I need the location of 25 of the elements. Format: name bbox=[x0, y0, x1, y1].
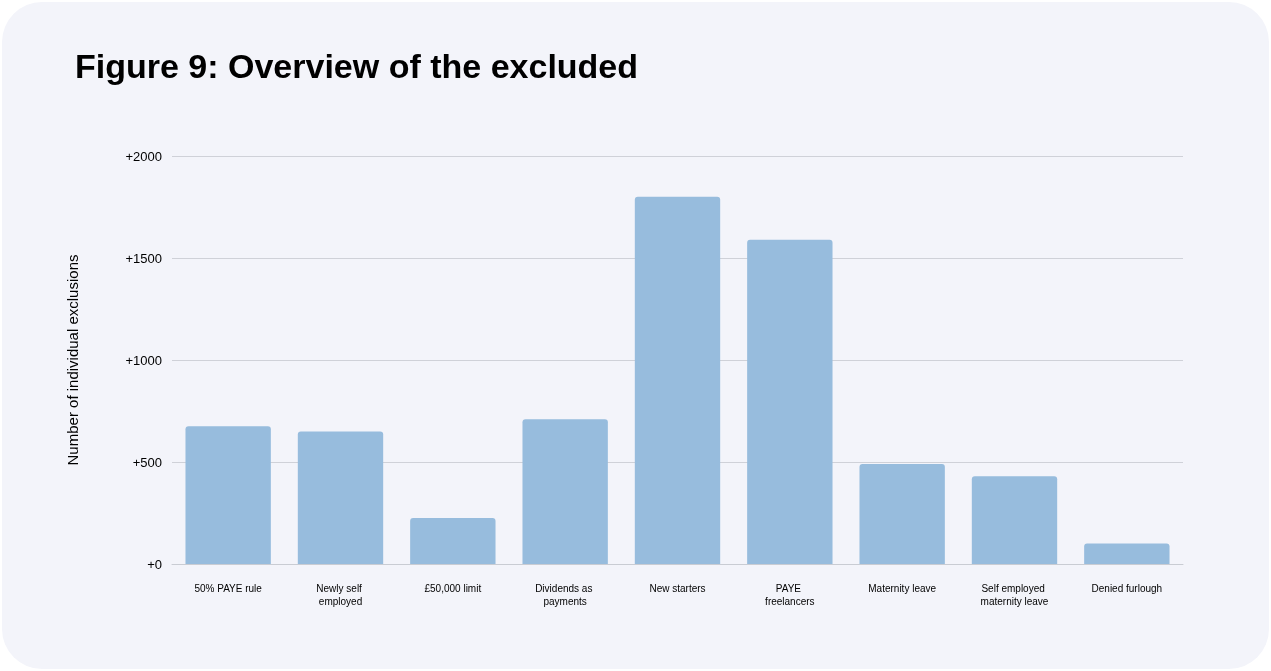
y-tick-label: +0 bbox=[147, 556, 162, 572]
x-tick-label: PAYE freelancers bbox=[765, 583, 815, 607]
y-tick-label: +500 bbox=[132, 454, 162, 470]
bar bbox=[185, 426, 271, 564]
x-tick-label: Dividends as payments bbox=[535, 583, 596, 607]
bar bbox=[522, 419, 608, 564]
x-tick-label: Maternity leave bbox=[868, 583, 937, 594]
y-tick-label: +1500 bbox=[125, 250, 162, 266]
x-tick-label: Self employed maternity leave bbox=[980, 583, 1049, 607]
bar bbox=[859, 464, 945, 564]
bar bbox=[634, 196, 721, 564]
x-tick-label: Newly self employed bbox=[316, 583, 365, 607]
x-tick-label: 50% PAYE rule bbox=[194, 583, 263, 594]
bar bbox=[1084, 543, 1170, 564]
bar bbox=[971, 476, 1058, 564]
chart-title: Figure 9: Overview of the excluded bbox=[75, 47, 639, 85]
x-tick-label: Denied furlough bbox=[1091, 583, 1163, 594]
x-tick-label: £50,000 limit bbox=[424, 583, 482, 594]
bar bbox=[747, 239, 833, 564]
x-tick-label: New starters bbox=[649, 583, 706, 594]
bar bbox=[297, 431, 384, 564]
y-tick-label: +1000 bbox=[125, 352, 162, 368]
y-tick-label: +2000 bbox=[125, 148, 162, 164]
bar bbox=[410, 518, 496, 564]
y-axis-title: Number of individual exclusions bbox=[64, 254, 81, 466]
